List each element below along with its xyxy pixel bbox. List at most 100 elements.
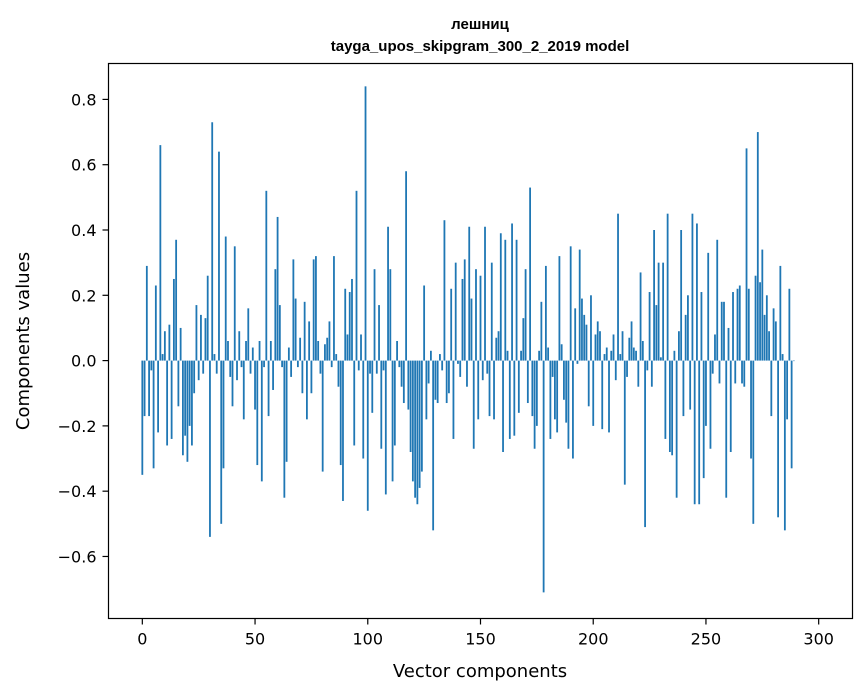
bar-37 — [224, 236, 227, 361]
bar-203 — [599, 331, 601, 361]
bar-287 — [788, 288, 791, 361]
bar-38 — [227, 341, 229, 361]
bar-205 — [603, 354, 606, 361]
bar-136 — [448, 360, 450, 394]
bar-140 — [457, 360, 459, 364]
y-tick-label-0: −0.6 — [58, 547, 97, 566]
bar-173 — [531, 360, 534, 417]
x-tick-label-5: 250 — [691, 630, 722, 649]
bar-201 — [594, 334, 597, 361]
y-tick-label-2: −0.2 — [58, 417, 97, 436]
bar-143 — [463, 259, 466, 361]
bar-119 — [409, 360, 412, 452]
bar-175 — [535, 360, 538, 426]
bar-68 — [294, 298, 297, 361]
bar-127 — [427, 360, 430, 384]
bar-247 — [698, 360, 701, 505]
bar-249 — [702, 360, 705, 479]
bar-190 — [569, 246, 572, 361]
bar-21 — [188, 360, 191, 426]
bar-245 — [693, 360, 696, 505]
bar-223 — [644, 360, 646, 528]
bar-274 — [759, 282, 761, 361]
bar-75 — [310, 360, 313, 394]
bar-135 — [445, 360, 448, 404]
bar-108 — [384, 360, 387, 495]
bar-285 — [783, 360, 786, 531]
bar-94 — [353, 360, 356, 446]
bar-39 — [229, 360, 232, 377]
y-tick-label-7: 0.8 — [71, 90, 96, 109]
bar-172 — [529, 187, 531, 361]
bar-276 — [763, 314, 766, 361]
bar-270 — [750, 360, 752, 459]
bar-126 — [425, 360, 428, 420]
bar-18 — [182, 360, 184, 456]
bar-209 — [612, 334, 615, 361]
bar-236 — [673, 350, 676, 361]
bar-50 — [254, 360, 256, 410]
bar-83 — [328, 321, 331, 361]
bar-115 — [400, 360, 403, 387]
bar-107 — [382, 360, 385, 371]
x-tick-label-0: 0 — [137, 630, 147, 649]
bar-128 — [430, 350, 432, 361]
bar-282 — [777, 360, 779, 518]
bar-1 — [143, 360, 146, 417]
bar-146 — [470, 298, 473, 361]
bar-105 — [378, 305, 380, 361]
bar-113 — [396, 341, 398, 361]
y-axis-ticks: −0.6 −0.4 −0.2 0.0 0.2 0.4 0.6 0.8 — [58, 90, 109, 566]
bar-239 — [680, 230, 683, 361]
bar-161 — [504, 239, 507, 361]
bar-117 — [405, 171, 407, 361]
bar-120 — [411, 360, 414, 482]
bar-41 — [233, 246, 236, 361]
bar-204 — [601, 360, 604, 430]
bar-155 — [490, 262, 493, 361]
bar-88 — [339, 360, 342, 466]
bar-284 — [781, 354, 784, 361]
bar-138 — [452, 360, 455, 439]
bar-103 — [373, 269, 376, 361]
bar-61 — [278, 305, 281, 361]
bar-19 — [184, 360, 187, 436]
bar-156 — [493, 360, 495, 420]
bar-251 — [707, 252, 710, 361]
bar-233 — [666, 213, 669, 361]
bar-40 — [231, 360, 234, 407]
bar-180 — [547, 347, 550, 361]
bar-129 — [432, 360, 435, 531]
bar-289 — [792, 360, 795, 362]
bar-14 — [172, 278, 175, 361]
bar-202 — [596, 321, 599, 361]
bar-132 — [439, 354, 441, 361]
bar-26 — [200, 314, 202, 361]
bar-35 — [220, 360, 223, 524]
bar-277 — [765, 295, 768, 361]
bar-257 — [720, 301, 723, 361]
bar-28 — [204, 318, 207, 361]
bar-157 — [495, 337, 498, 361]
bar-71 — [301, 360, 304, 394]
bar-22 — [191, 360, 193, 446]
bar-62 — [281, 360, 283, 368]
bar-208 — [610, 350, 613, 361]
bar-84 — [330, 360, 333, 368]
bar-11 — [166, 360, 169, 446]
bar-142 — [461, 278, 464, 361]
bar-182 — [551, 360, 554, 377]
bar-185 — [558, 256, 561, 361]
bar-171 — [526, 360, 529, 404]
bar-102 — [371, 360, 374, 413]
bar-196 — [583, 314, 586, 361]
bar-228 — [655, 305, 658, 361]
bar-33 — [215, 360, 218, 374]
bar-148 — [475, 269, 477, 361]
bar-286 — [786, 360, 789, 420]
bar-145 — [468, 226, 471, 361]
bar-221 — [639, 272, 642, 361]
bar-187 — [563, 360, 565, 400]
bar-226 — [650, 360, 653, 387]
